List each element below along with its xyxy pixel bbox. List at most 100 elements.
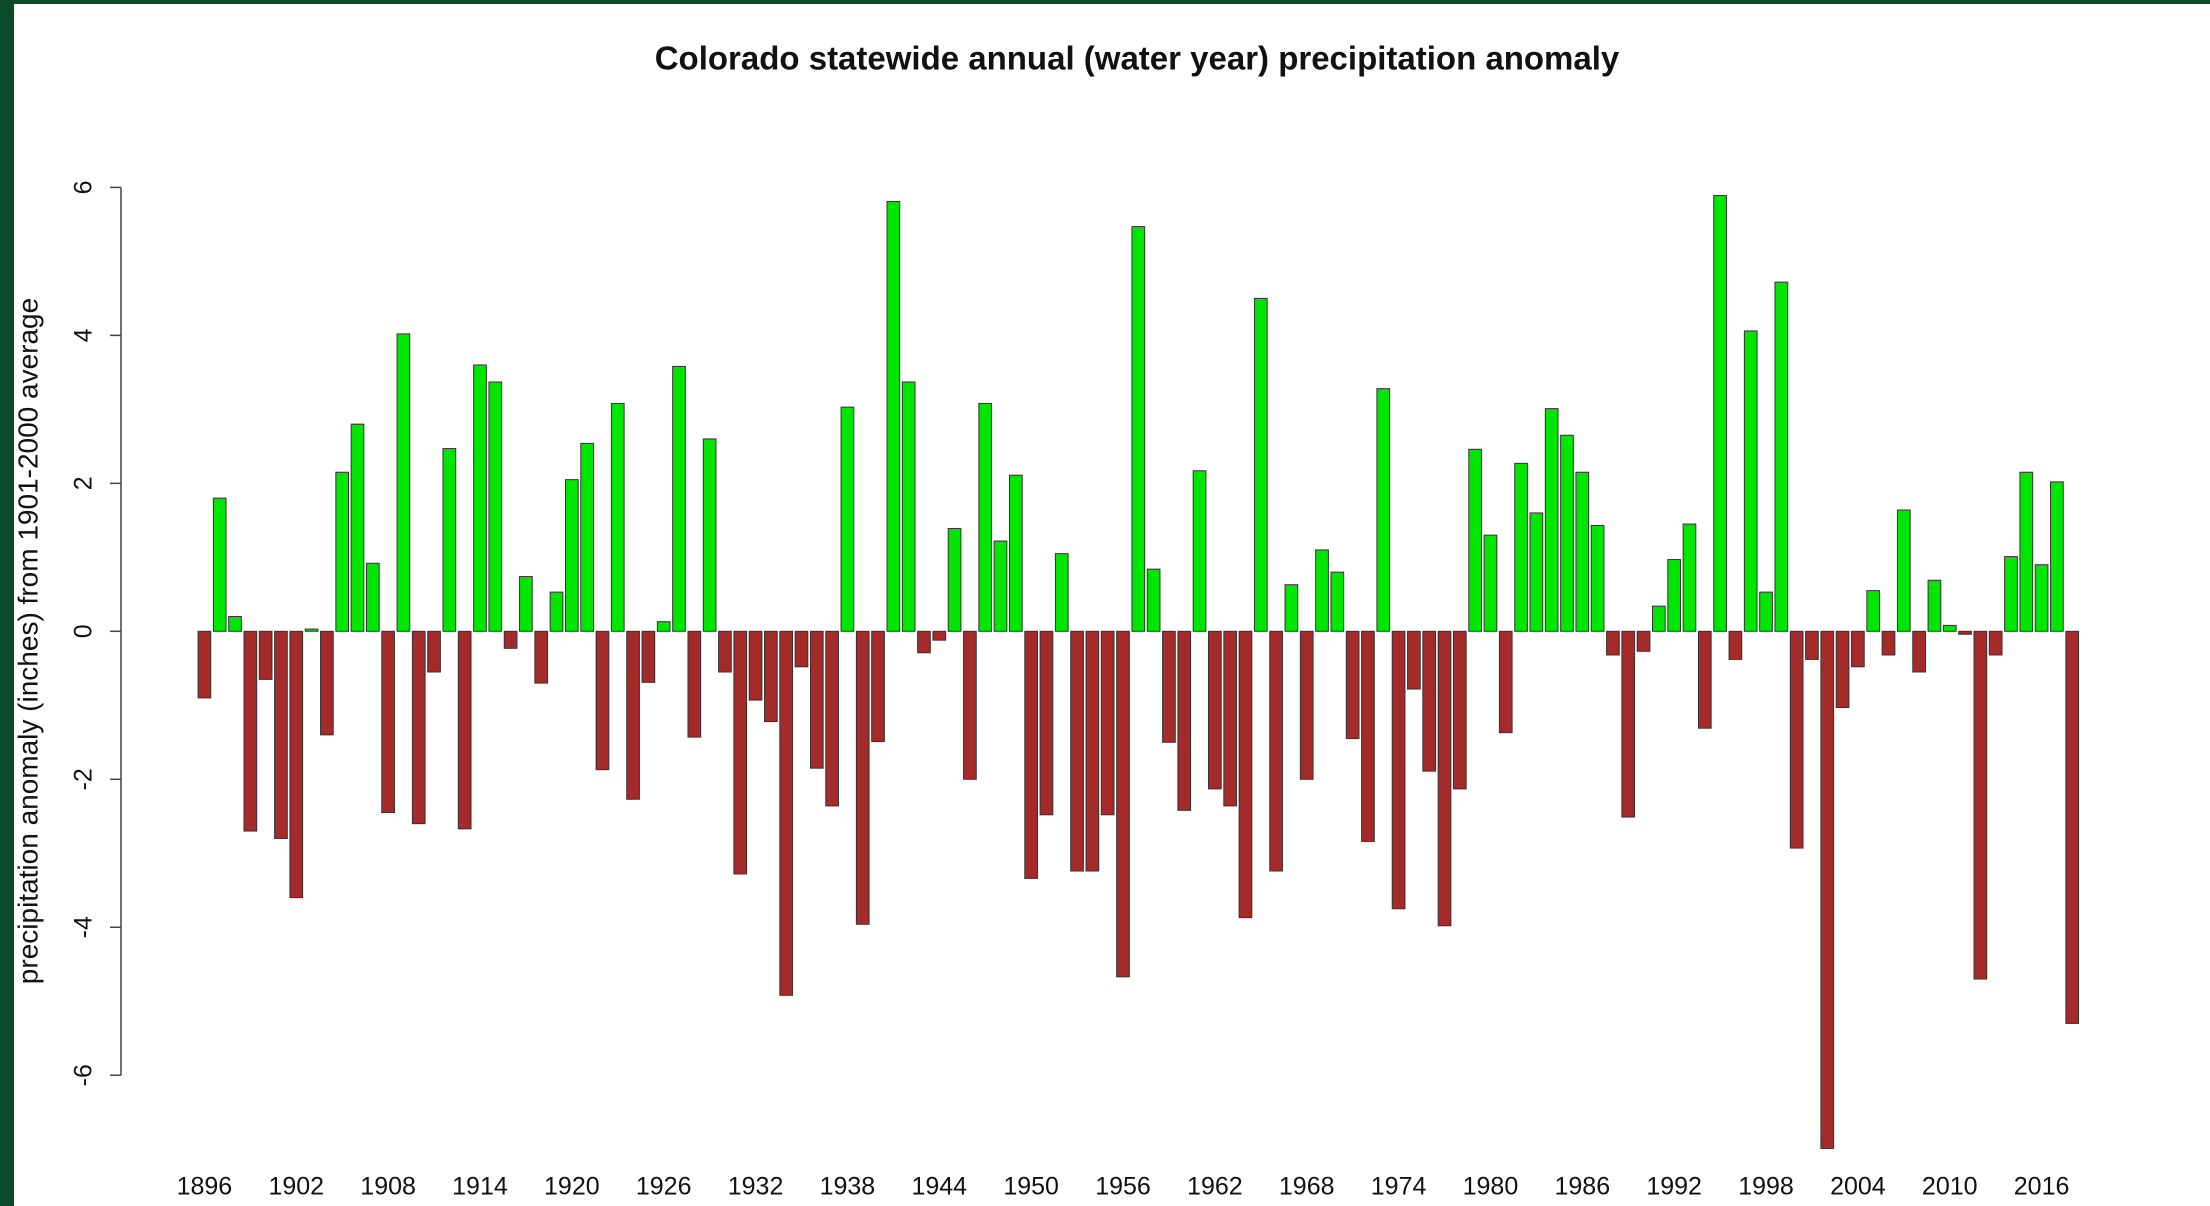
x-tick-label: 1992 xyxy=(1646,1173,1702,1201)
bar xyxy=(641,630,656,683)
x-tick-label: 1920 xyxy=(544,1173,600,1201)
x-tick-label: 1932 xyxy=(728,1173,784,1201)
bar xyxy=(1682,523,1697,632)
bar xyxy=(1973,630,1988,980)
bar xyxy=(656,621,671,632)
x-tick-label: 1956 xyxy=(1095,1173,1151,1201)
x-tick-label: 1914 xyxy=(452,1173,508,1201)
bar xyxy=(1085,630,1100,872)
bar xyxy=(1498,630,1513,734)
bar xyxy=(809,630,824,769)
bar xyxy=(932,630,947,641)
bar xyxy=(304,628,319,632)
bar xyxy=(1422,630,1437,772)
bar xyxy=(1208,630,1222,790)
bar xyxy=(411,630,426,825)
bar xyxy=(1514,462,1528,632)
bar xyxy=(243,630,258,832)
bar xyxy=(917,630,931,654)
bar xyxy=(733,630,748,875)
x-tick-label: 1926 xyxy=(636,1173,692,1201)
bar xyxy=(1468,448,1482,632)
bar xyxy=(1697,630,1712,729)
bar xyxy=(718,630,732,673)
x-tick-label: 1968 xyxy=(1279,1173,1335,1201)
bar xyxy=(1606,630,1620,656)
bar xyxy=(519,576,533,632)
bar xyxy=(1881,630,1896,656)
bar xyxy=(365,562,380,632)
plot-background xyxy=(14,4,2210,1206)
bar xyxy=(672,365,686,632)
bar xyxy=(1100,630,1115,816)
bar xyxy=(1896,509,1911,632)
bar xyxy=(1253,297,1268,632)
bar xyxy=(335,471,350,632)
bar xyxy=(748,630,763,701)
bar xyxy=(978,402,993,632)
x-tick-label: 1908 xyxy=(360,1173,416,1201)
bar xyxy=(2050,481,2064,632)
bar xyxy=(396,333,411,632)
bar xyxy=(457,630,472,830)
x-tick-label: 1896 xyxy=(177,1173,233,1201)
bar xyxy=(1927,579,1942,632)
chart-title: Colorado statewide annual (water year) p… xyxy=(655,40,1620,77)
bar xyxy=(993,540,1008,632)
bar xyxy=(779,630,794,996)
bar xyxy=(1713,195,1727,632)
bar xyxy=(1942,624,1957,632)
y-tick-label: -4 xyxy=(70,916,98,938)
bar xyxy=(687,630,702,738)
bar xyxy=(1345,630,1360,740)
y-axis-label: precipitation anomaly (inches) from 1901… xyxy=(12,298,43,984)
bar xyxy=(702,438,717,632)
bar xyxy=(1958,630,1972,635)
x-tick-label: 1938 xyxy=(820,1173,876,1201)
bar xyxy=(1667,559,1682,632)
x-tick-label: 1974 xyxy=(1371,1173,1427,1201)
bar xyxy=(1024,630,1038,879)
bar xyxy=(2034,564,2049,632)
bar xyxy=(1131,226,1146,632)
bar xyxy=(427,630,441,673)
bar xyxy=(564,479,579,632)
bar xyxy=(886,200,901,632)
x-tick-label: 1998 xyxy=(1738,1173,1794,1201)
bar xyxy=(1361,630,1375,842)
bar xyxy=(1575,471,1590,632)
bar xyxy=(1376,388,1391,632)
bar xyxy=(1636,630,1651,652)
bar xyxy=(1407,630,1421,690)
y-tick-label: 6 xyxy=(70,180,98,194)
bar xyxy=(1544,408,1559,632)
bar xyxy=(1743,330,1758,632)
bar xyxy=(442,448,457,632)
bar xyxy=(1835,630,1850,709)
bar xyxy=(1621,630,1636,818)
y-tick-label: 2 xyxy=(70,476,98,490)
bar xyxy=(1851,630,1865,668)
bar xyxy=(2019,471,2034,632)
bar xyxy=(947,527,962,632)
bar xyxy=(1590,525,1605,632)
bar xyxy=(1437,630,1452,927)
bar xyxy=(1391,630,1406,910)
x-tick-label: 1950 xyxy=(1003,1173,1059,1201)
bar xyxy=(1560,434,1574,632)
bar xyxy=(228,616,242,632)
bar xyxy=(1483,534,1498,632)
bar xyxy=(794,630,809,668)
bar xyxy=(381,630,395,814)
bar xyxy=(1146,568,1161,632)
x-tick-label: 1902 xyxy=(268,1173,324,1201)
bar xyxy=(1299,630,1314,780)
bar xyxy=(1269,630,1283,872)
bar xyxy=(549,591,564,632)
bar xyxy=(1805,630,1819,660)
bar xyxy=(1866,590,1881,632)
bar xyxy=(855,630,870,925)
bar xyxy=(580,442,594,632)
bar xyxy=(764,630,778,723)
